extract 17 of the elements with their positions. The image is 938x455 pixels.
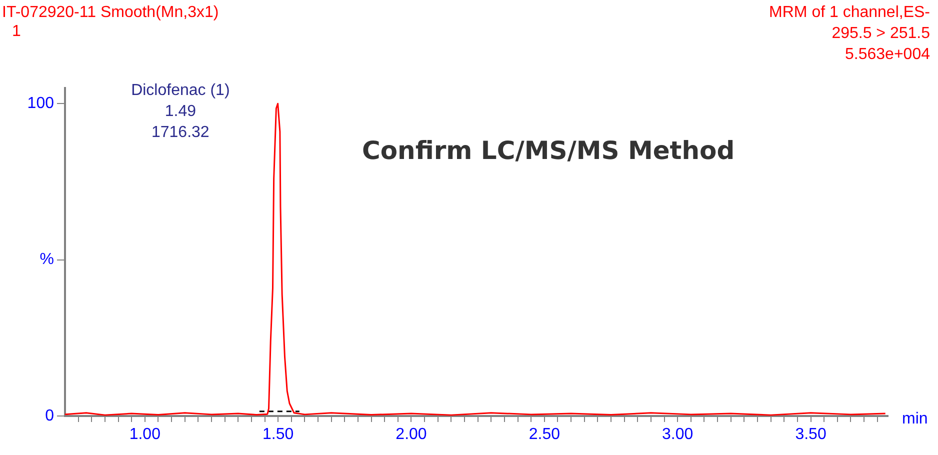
x-tick-label: 1.00 — [129, 426, 161, 444]
y-tick-label: 100 — [27, 95, 54, 112]
x-tick-label: 3.50 — [795, 426, 826, 444]
chart-subtitle: 1 — [12, 22, 21, 42]
annotation: Diclofenac (1) 1.49 1716.32 — [131, 82, 230, 142]
annotation: Confirm LC/MS/MS Method — [362, 136, 735, 165]
x-axis-title: min — [902, 410, 928, 428]
y-tick-label: 0 — [45, 407, 54, 424]
text: MRM of 1 channel,ES- — [769, 4, 930, 21]
y-tick-label: % — [40, 251, 54, 268]
text: 295.5 > 251.5 — [832, 25, 930, 42]
chart-title: IT-072920-11 Smooth(Mn,3x1) — [2, 3, 219, 23]
x-tick-label: 2.00 — [396, 426, 427, 444]
x-tick-label: 1.50 — [262, 426, 294, 444]
text: 5.563e+004 — [845, 46, 930, 63]
x-tick-label: 3.00 — [662, 426, 694, 444]
x-tick-label: 2.50 — [528, 426, 560, 444]
